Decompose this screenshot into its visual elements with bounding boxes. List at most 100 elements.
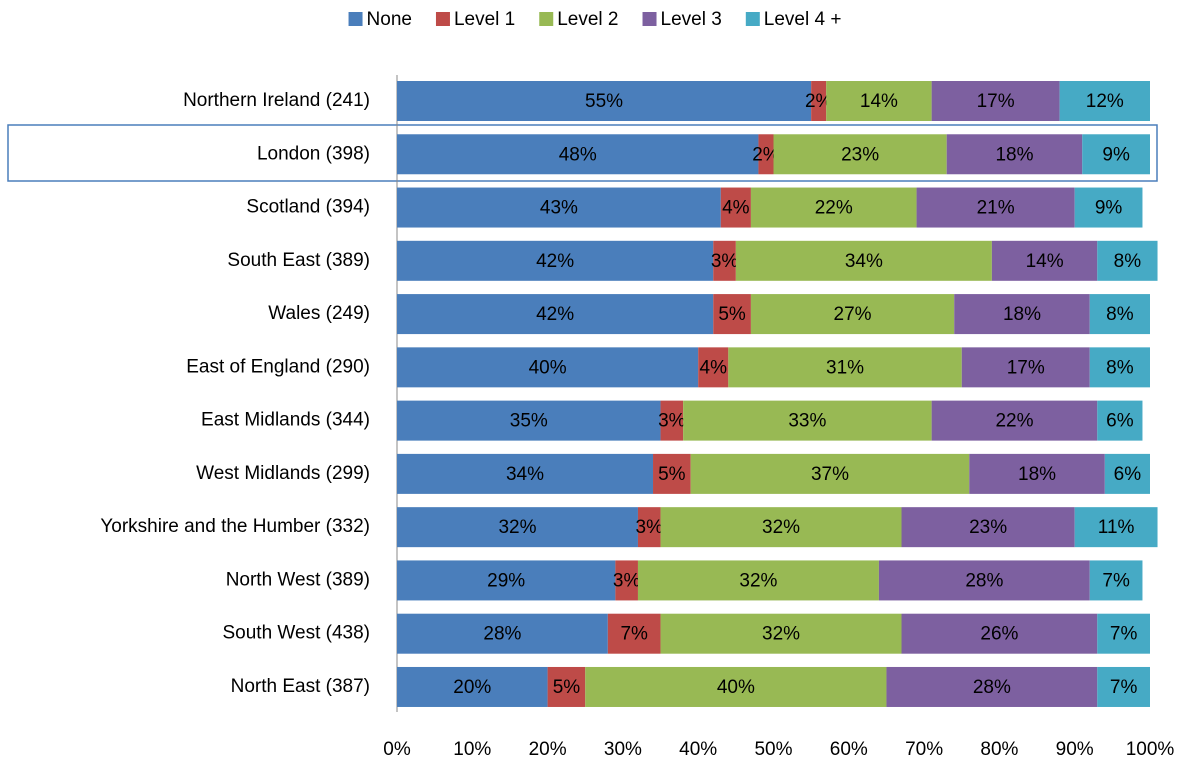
data-label: 5% [658,464,686,485]
data-label: 17% [977,91,1015,112]
bar-segment [901,613,1098,654]
bar-segment [397,613,608,654]
data-label: 22% [995,411,1033,432]
y-tick-label: South East (389) [227,250,370,271]
bar-segment [397,347,699,388]
legend-swatch [745,12,760,26]
legend-label: Level 2 [557,9,618,30]
data-label: 28% [965,570,1003,591]
data-label: 32% [762,624,800,645]
data-label: 28% [973,677,1011,698]
x-tick-label: 0% [383,739,411,760]
data-label: 2% [752,144,780,165]
bar-segment [1097,400,1143,441]
data-label: 42% [536,251,574,272]
bar-segment [901,507,1075,548]
bar-segment [547,666,586,707]
data-label: 43% [540,198,578,219]
x-tick-label: 10% [453,739,491,760]
data-label: 32% [498,517,536,538]
x-tick-label: 70% [905,739,943,760]
x-tick-label: 30% [604,739,642,760]
data-label: 6% [1114,464,1142,485]
data-label: 26% [980,624,1018,645]
data-label: 27% [834,304,872,325]
bar-segment [637,560,879,601]
x-tick-label: 40% [679,739,717,760]
bar-segment [991,240,1098,281]
bar-segment [660,613,902,654]
y-tick-label: North West (389) [226,569,370,590]
x-tick-label: 50% [754,739,792,760]
bar-segment [1089,294,1150,335]
bar-segment [397,240,714,281]
data-label: 32% [739,570,777,591]
data-label: 7% [1110,624,1138,645]
data-label: 6% [1106,411,1134,432]
data-label: 18% [995,144,1033,165]
bar-segment [653,453,691,494]
data-label: 40% [717,677,755,698]
bar-segment [720,187,751,228]
bar-segment [698,347,729,388]
y-tick-label: East Midlands (344) [201,410,370,431]
legend-swatch [435,12,450,26]
legend-label: None [367,9,412,30]
bar-segment [735,240,992,281]
data-label: 20% [453,677,491,698]
bar-segment [758,134,774,175]
bar-segment [397,666,548,707]
data-label: 8% [1106,357,1134,378]
x-tick-label: 100% [1126,739,1175,760]
bar-segment [954,294,1090,335]
y-tick-label: West Midlands (299) [196,463,370,484]
bar-segment [1097,240,1158,281]
data-label: 22% [815,198,853,219]
data-label: 5% [553,677,581,698]
data-label: 3% [636,517,664,538]
bar-segment [931,81,1060,121]
bar-segment [969,453,1105,494]
bar-segment [961,347,1090,388]
bar-segment [886,666,1098,707]
bar-segment [750,294,955,335]
bar-segment [683,400,932,441]
bar-segment [1089,347,1150,388]
x-tick-label: 20% [529,739,567,760]
data-label: 23% [969,517,1007,538]
data-label: 3% [658,411,686,432]
bar-segment [397,400,661,441]
bar-segment [690,453,970,494]
data-label: 35% [510,411,548,432]
bar-segment [728,347,962,388]
bar-segment [826,81,932,121]
data-label: 7% [1110,677,1138,698]
y-tick-label: North East (387) [231,676,370,697]
x-tick-label: 90% [1056,739,1094,760]
data-label: 2% [805,91,833,112]
bar-segment [1097,613,1150,654]
legend-label: Level 4 + [764,9,842,30]
data-label: 29% [487,570,525,591]
bar-segment [585,666,887,707]
y-tick-label: East of England (290) [186,356,370,377]
data-label: 55% [585,91,623,112]
data-label: 3% [711,251,739,272]
bar-segment [931,400,1098,441]
bar-segment [773,134,947,175]
data-label: 8% [1106,304,1134,325]
data-label: 7% [620,624,648,645]
bar-segment [397,507,638,548]
data-label: 40% [529,357,567,378]
y-tick-label: London (398) [257,143,370,164]
bar-segment [615,560,638,601]
x-tick-label: 80% [980,739,1018,760]
data-label: 3% [613,570,641,591]
legend-swatch [539,12,554,26]
data-label: 32% [762,517,800,538]
bar-segment [1074,507,1158,548]
bar-segment [811,81,827,121]
highlight-box [7,124,1158,182]
